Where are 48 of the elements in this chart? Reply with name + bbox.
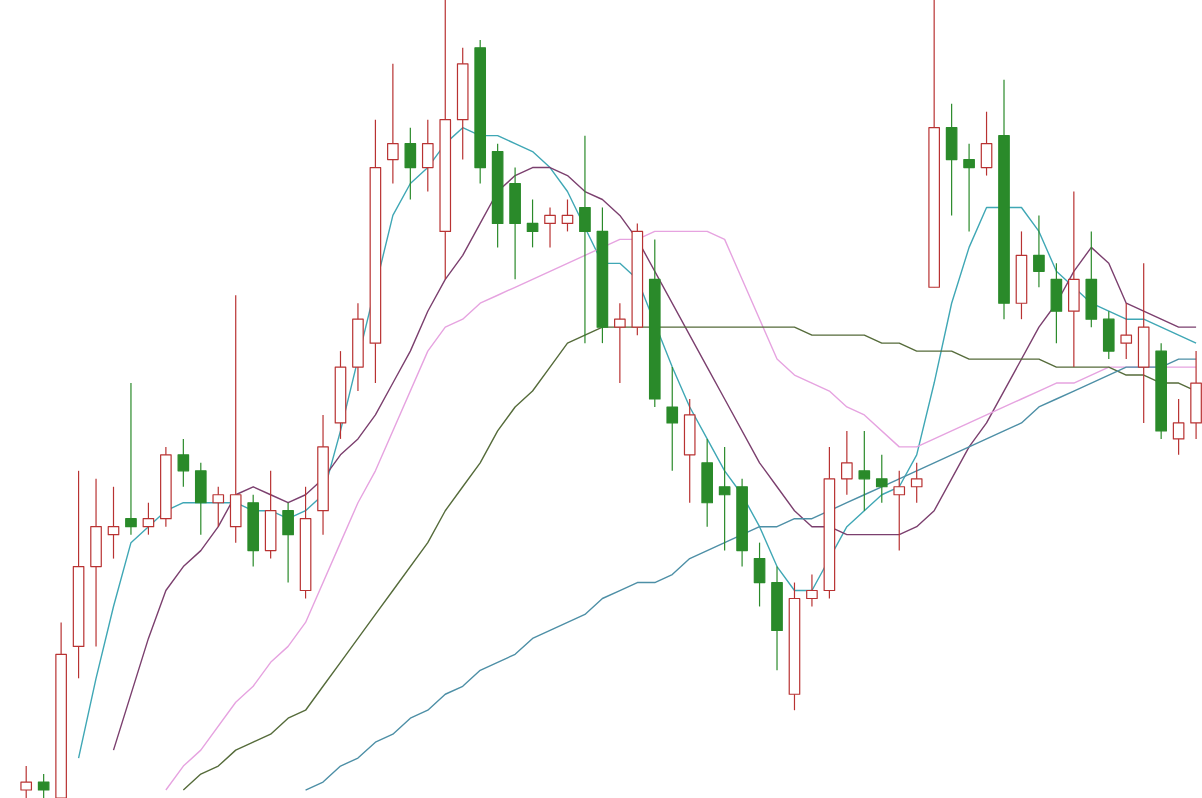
candlestick: [282, 502, 294, 584]
candlestick: [910, 462, 923, 504]
candlestick: [963, 143, 975, 233]
candlestick: [212, 486, 225, 528]
candlestick: [614, 302, 626, 384]
candlestick: [264, 470, 277, 560]
candlestick: [945, 103, 958, 217]
candlestick: [90, 478, 102, 647]
candlestick: [1172, 398, 1185, 456]
candlestick: [229, 294, 242, 544]
candlestick: [1137, 262, 1150, 424]
candlestick: [561, 198, 574, 233]
candlestick: [771, 565, 783, 671]
candlestick: [37, 773, 50, 798]
candlestick: [177, 438, 190, 488]
candlestick: [683, 398, 696, 504]
candlestick: [875, 454, 888, 504]
candlestick: [753, 542, 766, 608]
candlestick: [526, 198, 539, 248]
candlestick: [806, 573, 818, 608]
candlestick: [701, 438, 714, 528]
candlestick: [858, 430, 871, 512]
candlestick: [387, 63, 399, 185]
candlestick: [1015, 230, 1028, 320]
candlestick: [194, 462, 207, 536]
candlestick: [125, 382, 137, 536]
candlestick: [1102, 310, 1115, 360]
candlestick: [509, 166, 521, 280]
candlestick: [1120, 302, 1133, 360]
candlestick: [352, 302, 364, 392]
candlestick: [404, 127, 417, 201]
candlestick: [1190, 350, 1202, 440]
candlestick: [20, 765, 33, 798]
candlestick: [142, 502, 155, 536]
candlestick: [666, 366, 679, 472]
candlestick: [893, 470, 906, 552]
candlestick: [718, 446, 731, 552]
candlestick: [1085, 230, 1098, 328]
candlestick: [579, 135, 591, 344]
candlestick: [980, 111, 993, 177]
candlestick: [247, 494, 260, 568]
candlestick: [1068, 190, 1080, 368]
candlestick: [1033, 214, 1045, 288]
candlestick: [544, 206, 556, 248]
candlestick: [1050, 262, 1063, 344]
candlestick: [841, 430, 853, 496]
candlestick: [107, 486, 120, 560]
candlestick: [421, 119, 434, 193]
